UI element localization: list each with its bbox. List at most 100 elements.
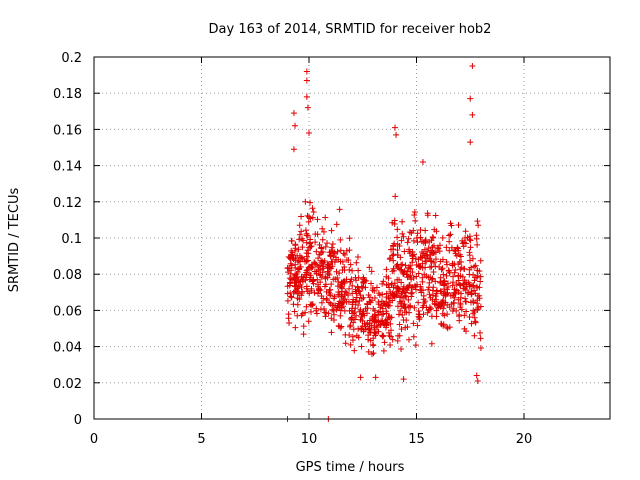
data-point xyxy=(318,259,325,266)
data-point xyxy=(446,247,453,254)
data-point xyxy=(404,268,411,275)
data-point xyxy=(439,256,446,263)
data-point xyxy=(346,332,353,339)
data-point xyxy=(406,281,413,288)
data-point xyxy=(430,268,437,275)
data-point xyxy=(328,281,335,288)
data-point xyxy=(333,268,340,275)
data-point xyxy=(314,276,321,283)
data-point xyxy=(398,326,405,333)
data-point xyxy=(471,263,478,270)
data-point xyxy=(415,299,422,306)
data-point xyxy=(455,221,462,228)
data-point xyxy=(411,209,418,216)
data-point xyxy=(427,305,434,312)
data-point xyxy=(395,265,402,272)
data-point xyxy=(468,291,475,298)
data-point xyxy=(474,297,481,304)
data-point xyxy=(309,301,316,308)
data-point xyxy=(410,237,417,244)
data-point xyxy=(322,243,329,250)
data-point xyxy=(422,227,429,234)
data-point xyxy=(316,262,323,269)
data-point xyxy=(379,305,386,312)
data-point xyxy=(471,314,478,321)
data-point xyxy=(405,235,412,242)
data-point xyxy=(367,294,373,301)
data-point xyxy=(323,295,330,302)
data-point xyxy=(381,321,388,328)
data-point xyxy=(440,321,447,328)
data-point xyxy=(290,110,297,117)
data-point xyxy=(313,248,320,255)
data-point xyxy=(362,284,369,291)
data-point xyxy=(325,264,332,271)
data-point xyxy=(462,234,469,241)
data-point xyxy=(337,307,344,314)
data-point xyxy=(349,267,356,274)
data-point xyxy=(303,77,310,84)
data-point xyxy=(396,321,403,328)
data-point xyxy=(339,258,346,265)
data-point xyxy=(291,308,298,315)
data-point xyxy=(287,270,294,277)
data-point xyxy=(329,248,336,255)
data-point xyxy=(429,275,436,282)
data-point xyxy=(298,254,305,261)
data-point xyxy=(448,222,455,229)
data-point xyxy=(357,374,364,381)
data-point xyxy=(468,290,475,297)
data-point xyxy=(424,210,431,217)
data-point xyxy=(400,270,407,277)
data-point xyxy=(424,248,431,255)
data-point xyxy=(352,305,359,312)
data-point xyxy=(386,256,393,263)
data-point xyxy=(450,279,457,286)
data-point xyxy=(463,328,469,335)
data-point xyxy=(410,227,417,234)
data-point xyxy=(410,320,417,327)
data-point xyxy=(405,296,412,303)
data-point xyxy=(457,304,464,311)
data-point xyxy=(300,323,307,330)
data-point xyxy=(457,266,464,273)
data-point xyxy=(447,292,454,299)
data-point xyxy=(294,312,301,319)
data-point xyxy=(349,337,356,344)
data-point xyxy=(336,270,343,277)
data-point xyxy=(292,261,299,268)
data-point xyxy=(303,283,310,290)
data-point xyxy=(331,293,338,300)
data-point xyxy=(418,249,425,256)
data-point xyxy=(370,317,377,324)
data-point xyxy=(406,309,413,316)
data-point xyxy=(385,281,392,288)
data-point xyxy=(383,310,390,317)
data-point xyxy=(477,257,484,264)
data-point xyxy=(380,332,387,339)
data-point xyxy=(394,226,401,233)
data-point xyxy=(343,247,350,254)
data-point xyxy=(314,216,321,223)
data-point xyxy=(285,315,292,322)
data-point xyxy=(401,248,408,255)
data-point xyxy=(325,310,332,317)
data-point xyxy=(446,238,453,245)
data-point xyxy=(312,239,319,246)
data-point xyxy=(317,306,324,313)
data-point xyxy=(331,311,338,318)
data-point xyxy=(455,261,462,268)
data-point xyxy=(419,158,426,165)
data-point xyxy=(466,314,473,321)
data-point xyxy=(337,236,344,243)
data-point xyxy=(388,314,395,321)
data-point xyxy=(447,231,454,238)
data-point xyxy=(451,286,458,293)
data-point xyxy=(352,274,359,281)
data-point xyxy=(385,329,392,336)
data-point xyxy=(339,293,346,300)
data-point xyxy=(309,205,316,212)
data-point xyxy=(420,239,427,246)
data-point xyxy=(407,303,414,310)
data-point xyxy=(295,278,302,285)
